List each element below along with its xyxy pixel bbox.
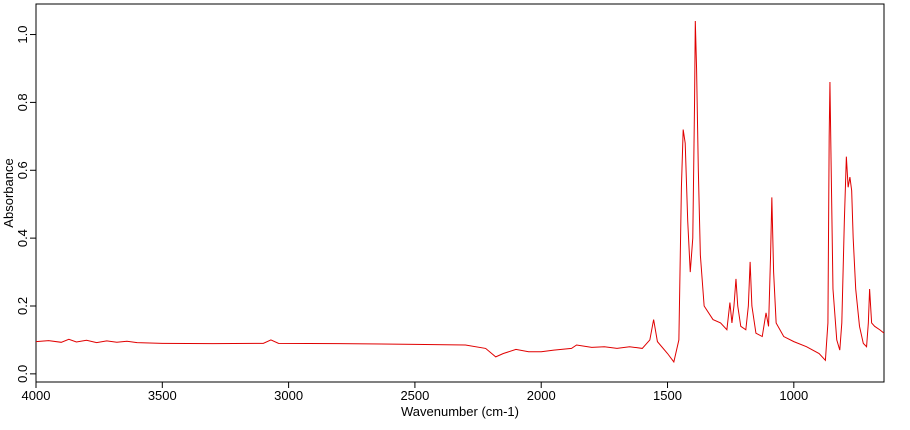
- x-tick-label: 1500: [653, 388, 682, 403]
- x-tick-label: 4000: [22, 388, 51, 403]
- x-tick-label: 2500: [400, 388, 429, 403]
- x-tick-label: 2000: [527, 388, 556, 403]
- y-tick-label: 1.0: [15, 25, 30, 43]
- plot-frame: [35, 3, 885, 383]
- y-tick-label: 0.6: [15, 161, 30, 179]
- y-tick-label: 0.2: [15, 297, 30, 315]
- x-tick-label: 3000: [274, 388, 303, 403]
- spectrum-line: [35, 20, 885, 364]
- y-tick-label: 0.4: [15, 229, 30, 247]
- y-tick-label: 0.8: [15, 93, 30, 111]
- x-tick-label: 1000: [779, 388, 808, 403]
- y-axis-label: Absorbance: [1, 158, 16, 227]
- x-axis-label: Wavenumber (cm-1): [401, 404, 519, 419]
- x-tick-label: 3500: [148, 388, 177, 403]
- y-tick-label: 0.0: [15, 365, 30, 383]
